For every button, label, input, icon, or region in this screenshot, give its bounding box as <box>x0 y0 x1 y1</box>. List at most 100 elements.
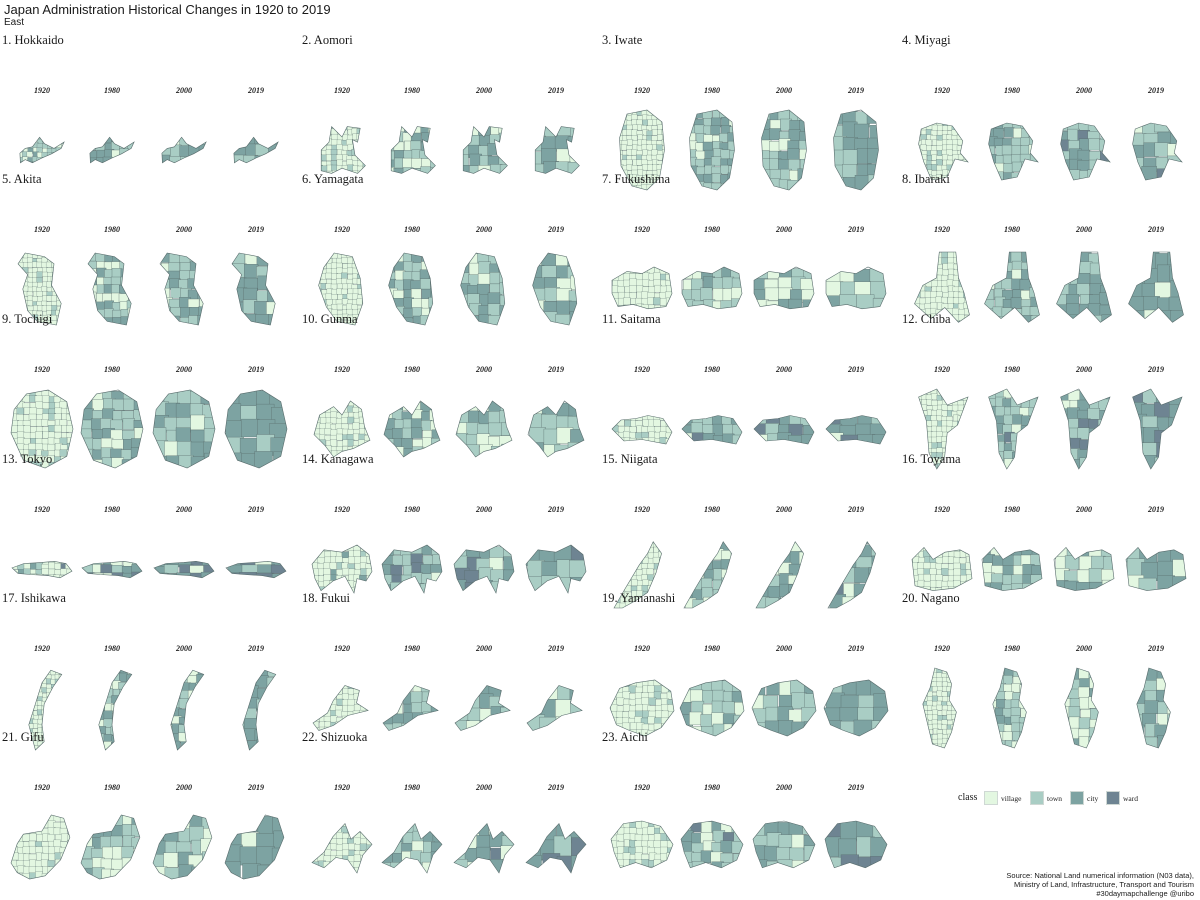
municipality-city <box>478 126 491 137</box>
municipality-town <box>756 551 770 565</box>
municipality-town <box>61 161 65 163</box>
municipality-village <box>329 866 338 873</box>
municipality-city <box>225 403 242 422</box>
municipality-city <box>702 141 713 152</box>
municipality-town <box>1010 252 1022 263</box>
prefecture-maps-hokkaido: 1920 1980 2000 2019 <box>19 86 279 166</box>
municipality-village <box>360 545 368 552</box>
municipality-town <box>359 580 367 588</box>
municipality-village <box>922 738 924 745</box>
municipality-village <box>59 692 62 699</box>
municipality-village <box>329 872 337 873</box>
municipality-village <box>957 437 964 444</box>
municipality-village <box>20 671 25 676</box>
municipality-village <box>28 675 35 681</box>
municipality-city <box>790 541 804 545</box>
municipality-town <box>29 670 35 676</box>
year-label-1980: 1980 <box>404 783 420 792</box>
municipality-village <box>28 692 30 698</box>
prefecture-maps-nagano: 1920 1980 2000 2019 <box>922 644 1171 749</box>
year-label-2019: 2019 <box>547 505 564 514</box>
prefecture-panel-aichi: 1920 1980 2000 2019 23. Aichi <box>602 730 898 869</box>
municipality-town <box>1156 749 1170 762</box>
municipality-village <box>701 821 714 834</box>
municipality-village <box>41 568 49 576</box>
municipality-village <box>941 286 949 294</box>
municipality-village <box>946 389 954 396</box>
municipality-city <box>66 161 72 166</box>
municipality-village <box>664 535 670 541</box>
year-label-1980: 1980 <box>104 505 120 514</box>
municipality-city <box>242 686 247 699</box>
municipality-village <box>347 823 356 828</box>
municipality-village <box>637 551 644 559</box>
municipality-village <box>31 296 38 302</box>
year-label-1980: 1980 <box>404 505 420 514</box>
year-label-1920: 1920 <box>934 365 950 374</box>
municipality-city <box>1067 407 1080 420</box>
municipality-village <box>66 872 70 879</box>
prefecture-maps-shizuoka: 1920 1980 2000 2019 <box>311 783 587 874</box>
municipality-village <box>372 722 379 728</box>
municipality-village <box>611 866 619 868</box>
municipality-town <box>318 688 326 696</box>
municipality-village <box>65 706 70 711</box>
municipality-city <box>81 867 94 879</box>
municipality-village <box>18 291 24 298</box>
year-label-1980: 1980 <box>104 644 120 653</box>
municipality-village <box>1079 555 1094 571</box>
municipality-village <box>60 852 68 861</box>
municipality-town <box>66 859 70 868</box>
prefecture-outline <box>755 541 804 609</box>
municipality-village <box>56 287 62 293</box>
municipality-town <box>98 689 107 699</box>
municipality-town <box>871 541 876 557</box>
municipality-city <box>567 136 580 152</box>
municipality-map-2000 <box>455 685 511 731</box>
prefecture-outline <box>527 400 585 458</box>
municipality-town <box>35 820 43 829</box>
municipality-village <box>55 719 61 725</box>
prefecture-outline <box>453 823 515 874</box>
municipality-village <box>921 123 928 126</box>
municipality-village <box>342 861 350 868</box>
municipality-city <box>992 555 1005 567</box>
municipality-city <box>392 428 404 440</box>
municipality-city <box>267 154 279 163</box>
municipality-town <box>233 137 248 147</box>
year-label-1980: 1980 <box>1004 225 1020 234</box>
municipality-city <box>179 670 191 677</box>
municipality-town <box>1089 389 1102 401</box>
municipality-town <box>353 717 361 724</box>
municipality-village <box>942 389 949 395</box>
municipality-village <box>19 688 24 693</box>
municipality-village <box>936 145 943 152</box>
municipality-village <box>963 410 969 417</box>
year-label-2019: 2019 <box>1147 225 1164 234</box>
municipality-village <box>50 701 56 707</box>
prefecture-name: 16. Toyama <box>902 452 961 466</box>
municipality-city <box>271 579 288 587</box>
municipality-village <box>357 253 363 259</box>
municipality-village <box>658 580 662 588</box>
year-label-2000: 2000 <box>175 86 192 95</box>
municipality-village <box>918 160 922 167</box>
municipality-town <box>134 690 142 699</box>
municipality-village <box>59 401 67 409</box>
year-label-2019: 2019 <box>847 86 864 95</box>
municipality-town <box>321 126 323 131</box>
municipality-village <box>362 304 363 311</box>
municipality-village <box>1078 736 1091 748</box>
municipality-village <box>30 820 38 829</box>
municipality-town <box>197 279 204 291</box>
year-label-2000: 2000 <box>175 505 192 514</box>
municipality-town <box>1166 735 1171 748</box>
municipality-village <box>33 683 40 689</box>
municipality-town <box>963 436 969 443</box>
municipality-village <box>47 443 56 452</box>
municipality-village <box>26 300 33 307</box>
municipality-village <box>359 823 367 828</box>
municipality-town <box>112 398 125 411</box>
municipality-town <box>90 719 98 728</box>
municipality-village <box>612 415 619 421</box>
